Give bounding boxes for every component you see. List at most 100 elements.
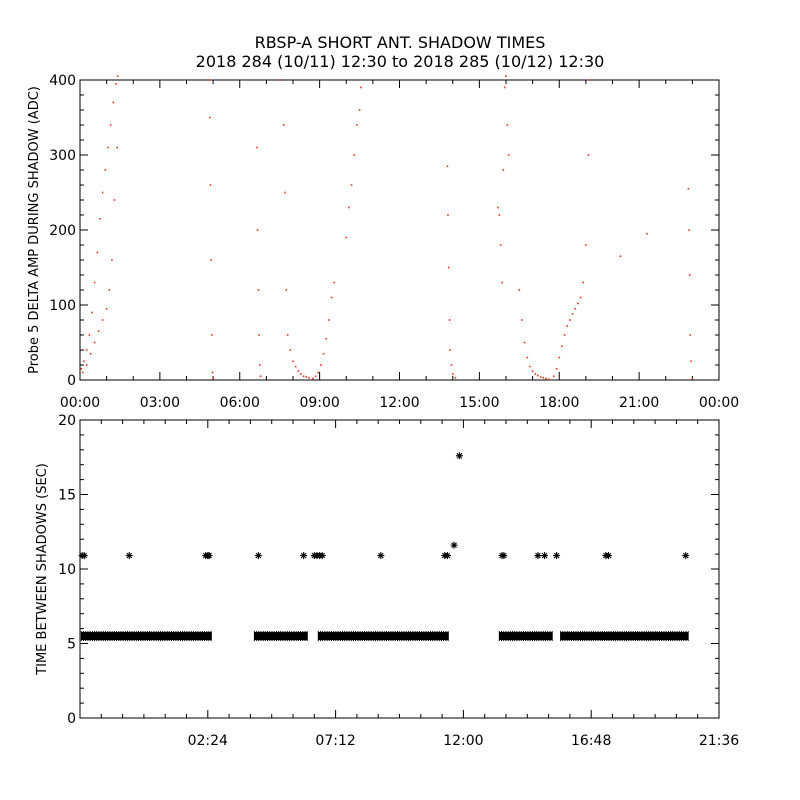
top-data-point bbox=[688, 274, 691, 276]
top-data-point bbox=[258, 364, 261, 366]
bottom-y-tick-label: 20 bbox=[58, 413, 76, 429]
bottom-x-tick-label: 02:24 bbox=[188, 733, 228, 749]
top-data-point bbox=[108, 289, 111, 291]
top-y-tick-label: 300 bbox=[49, 148, 76, 164]
top-data-point bbox=[356, 124, 358, 126]
top-data-point bbox=[566, 325, 569, 327]
top-data-point bbox=[448, 319, 451, 321]
top-data-point bbox=[360, 86, 362, 89]
bottom-data-point bbox=[377, 552, 385, 560]
top-data-point bbox=[210, 259, 212, 261]
top-data-point bbox=[115, 82, 117, 85]
bottom-y-axis-label: TIME BETWEEN SHADOWS (SEC) bbox=[35, 463, 50, 676]
bottom-x-tick-label: 12:00 bbox=[443, 733, 483, 749]
top-x-tick-label: 15:00 bbox=[459, 395, 499, 411]
top-data-point bbox=[688, 229, 690, 231]
top-data-point bbox=[571, 313, 574, 315]
top-data-point bbox=[690, 360, 692, 363]
top-data-point bbox=[518, 289, 521, 291]
bottom-data-point bbox=[300, 552, 308, 560]
top-data-point bbox=[99, 217, 101, 220]
top-data-point bbox=[499, 244, 502, 246]
top-data-point bbox=[561, 345, 563, 348]
top-data-point bbox=[117, 75, 119, 78]
top-data-point bbox=[501, 281, 503, 284]
bottom-data-point bbox=[443, 552, 451, 560]
bottom-x-tick-label: 16:48 bbox=[571, 733, 611, 749]
top-x-tick-label: 21:00 bbox=[619, 395, 659, 411]
top-data-point bbox=[507, 154, 510, 156]
top-x-tick-label: 06:00 bbox=[220, 395, 260, 411]
top-data-point bbox=[333, 281, 336, 284]
top-data-point bbox=[258, 334, 260, 336]
top-data-point bbox=[447, 266, 450, 269]
top-data-point bbox=[208, 79, 210, 81]
top-data-point bbox=[328, 319, 330, 321]
top-data-point bbox=[503, 86, 506, 89]
top-data-point bbox=[113, 199, 116, 201]
top-data-point bbox=[308, 376, 310, 379]
top-y-axis-label: Probe 5 DELTA AMP DURING SHADOW (ADC) bbox=[27, 86, 42, 374]
top-data-point bbox=[542, 376, 545, 379]
top-data-point bbox=[81, 371, 84, 374]
top-data-point bbox=[302, 375, 305, 378]
top-data-point bbox=[449, 349, 451, 351]
bottom-dense-band bbox=[80, 631, 212, 642]
top-data-point bbox=[447, 214, 449, 216]
top-data-point bbox=[534, 373, 537, 375]
top-data-point bbox=[107, 146, 109, 149]
top-data-point bbox=[529, 365, 531, 368]
top-data-point bbox=[105, 307, 108, 310]
top-data-point bbox=[590, 79, 592, 81]
top-data-point bbox=[555, 367, 558, 370]
top-data-point bbox=[689, 334, 692, 336]
top-data-point bbox=[212, 377, 214, 380]
top-data-point bbox=[101, 319, 104, 321]
top-data-point bbox=[446, 165, 449, 168]
top-data-point bbox=[563, 334, 566, 336]
top-data-point bbox=[582, 281, 585, 284]
bottom-x-tick-label: 07:12 bbox=[315, 733, 355, 749]
top-x-tick-label: 12:00 bbox=[379, 395, 419, 411]
top-data-point bbox=[537, 374, 539, 377]
top-x-tick-label: 03:00 bbox=[140, 395, 180, 411]
bottom-data-point bbox=[534, 552, 542, 560]
top-data-point bbox=[553, 375, 555, 378]
top-data-point bbox=[292, 360, 294, 363]
top-data-point bbox=[526, 356, 529, 359]
bottom-data-point bbox=[553, 552, 561, 560]
top-panel: Probe 5 DELTA AMP DURING SHADOW (ADC) 00… bbox=[27, 73, 739, 411]
bottom-data-point bbox=[254, 552, 262, 560]
top-data-point bbox=[691, 377, 694, 380]
top-data-point bbox=[358, 109, 361, 111]
top-plot-frame bbox=[79, 79, 720, 381]
bottom-y-tick-label: 15 bbox=[58, 488, 76, 504]
bottom-x-tick-label: 21:36 bbox=[699, 733, 739, 749]
bottom-y-tick-label: 5 bbox=[67, 637, 76, 653]
top-data-point bbox=[569, 319, 571, 321]
top-data-point bbox=[450, 364, 453, 366]
top-data-point bbox=[322, 352, 325, 355]
top-data-point bbox=[259, 375, 262, 378]
top-data-point bbox=[502, 169, 505, 171]
top-data-point bbox=[523, 341, 526, 344]
top-data-point bbox=[104, 169, 107, 171]
top-data-point bbox=[305, 376, 308, 378]
chart-title-line2: 2018 284 (10/11) 12:30 to 2018 285 (10/1… bbox=[196, 52, 605, 71]
top-data-point bbox=[297, 370, 300, 372]
top-x-tick-label: 18:00 bbox=[539, 395, 579, 411]
top-data-point bbox=[257, 289, 260, 291]
top-data-point bbox=[314, 375, 317, 378]
top-data-point bbox=[498, 214, 501, 216]
bottom-plot-frame bbox=[79, 419, 720, 719]
top-data-point bbox=[97, 330, 100, 333]
bottom-dense-band bbox=[498, 631, 553, 642]
top-data-point bbox=[646, 232, 648, 235]
top-x-tick-label: 00:00 bbox=[60, 395, 100, 411]
bottom-y-tick-label: 0 bbox=[67, 711, 76, 727]
top-data-point bbox=[539, 376, 542, 378]
top-x-tick-label: 09:00 bbox=[299, 395, 339, 411]
top-data-point bbox=[209, 184, 212, 186]
top-data-point bbox=[505, 75, 507, 78]
